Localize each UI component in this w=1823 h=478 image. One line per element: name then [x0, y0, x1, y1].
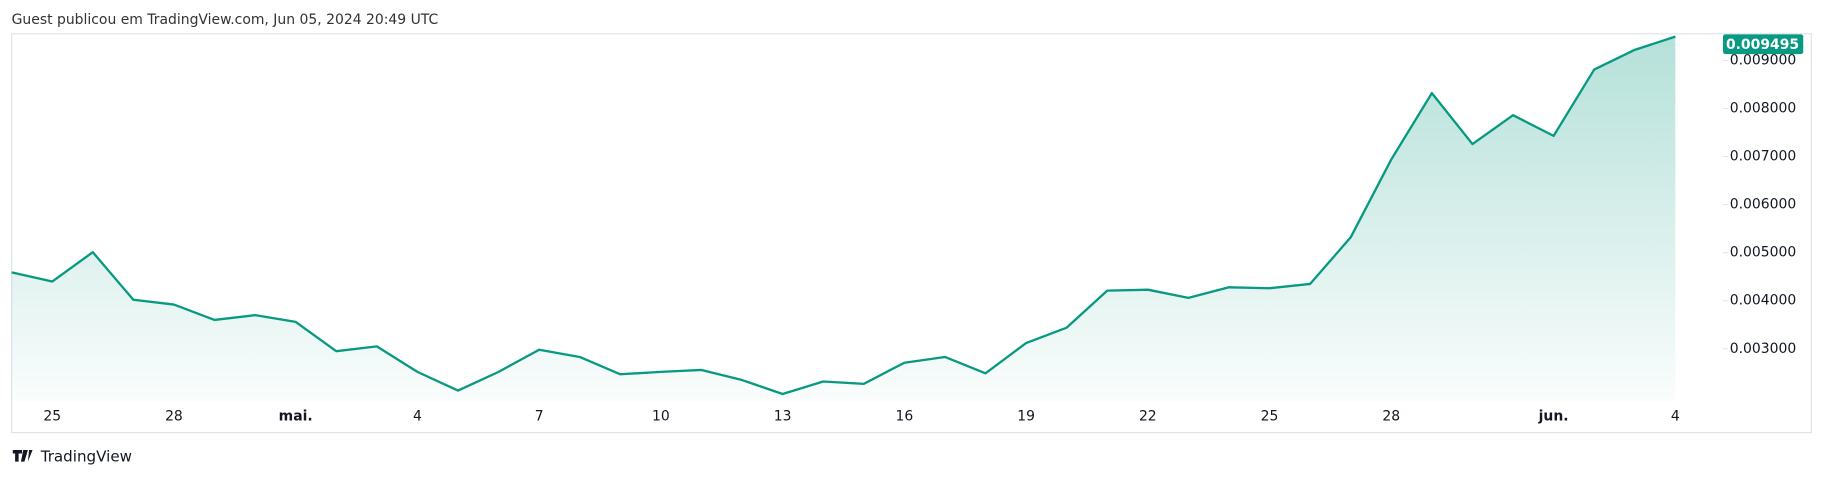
x-tick-label: 13 — [774, 408, 792, 424]
x-tick-label: 28 — [165, 408, 183, 424]
price-line — [11, 35, 1676, 396]
y-tick-label: 0.004000 — [1730, 293, 1797, 309]
area-fill — [11, 36, 1676, 402]
x-tick-label: 4 — [1671, 408, 1680, 424]
x-tick-label: 22 — [1139, 408, 1157, 424]
y-tick-label: 0.007000 — [1730, 149, 1797, 165]
frame — [11, 33, 1812, 434]
x-tick-label: jun. — [1538, 408, 1569, 424]
last-price-box — [1723, 34, 1804, 55]
y-tick-label: 0.003000 — [1730, 341, 1797, 357]
y-tick-label: 0.005000 — [1730, 245, 1797, 261]
header: Guest publicou em TradingView.com, Jun 0… — [12, 12, 439, 28]
x-tick-label: 25 — [1261, 408, 1279, 424]
footer: TradingView — [40, 447, 132, 465]
y-tick-label: 0.006000 — [1730, 197, 1797, 213]
last-price-badge: 0.009495 — [1723, 34, 1804, 55]
x-tick-label: 25 — [43, 408, 61, 424]
last-price-label: 0.009495 — [1726, 37, 1799, 53]
x-tick-label: 28 — [1382, 408, 1400, 424]
y-tick-label: 0.008000 — [1730, 100, 1797, 116]
x-tick-label: 10 — [652, 408, 670, 424]
x-tick-label: 4 — [413, 408, 422, 424]
x-tick-label: mai. — [279, 408, 313, 424]
x-tick-label: 16 — [895, 408, 913, 424]
logo — [12, 450, 33, 462]
x-tick-label: 7 — [535, 408, 544, 424]
x-tick-label: 19 — [1017, 408, 1035, 424]
y-tick-label: 0.009000 — [1730, 52, 1797, 68]
